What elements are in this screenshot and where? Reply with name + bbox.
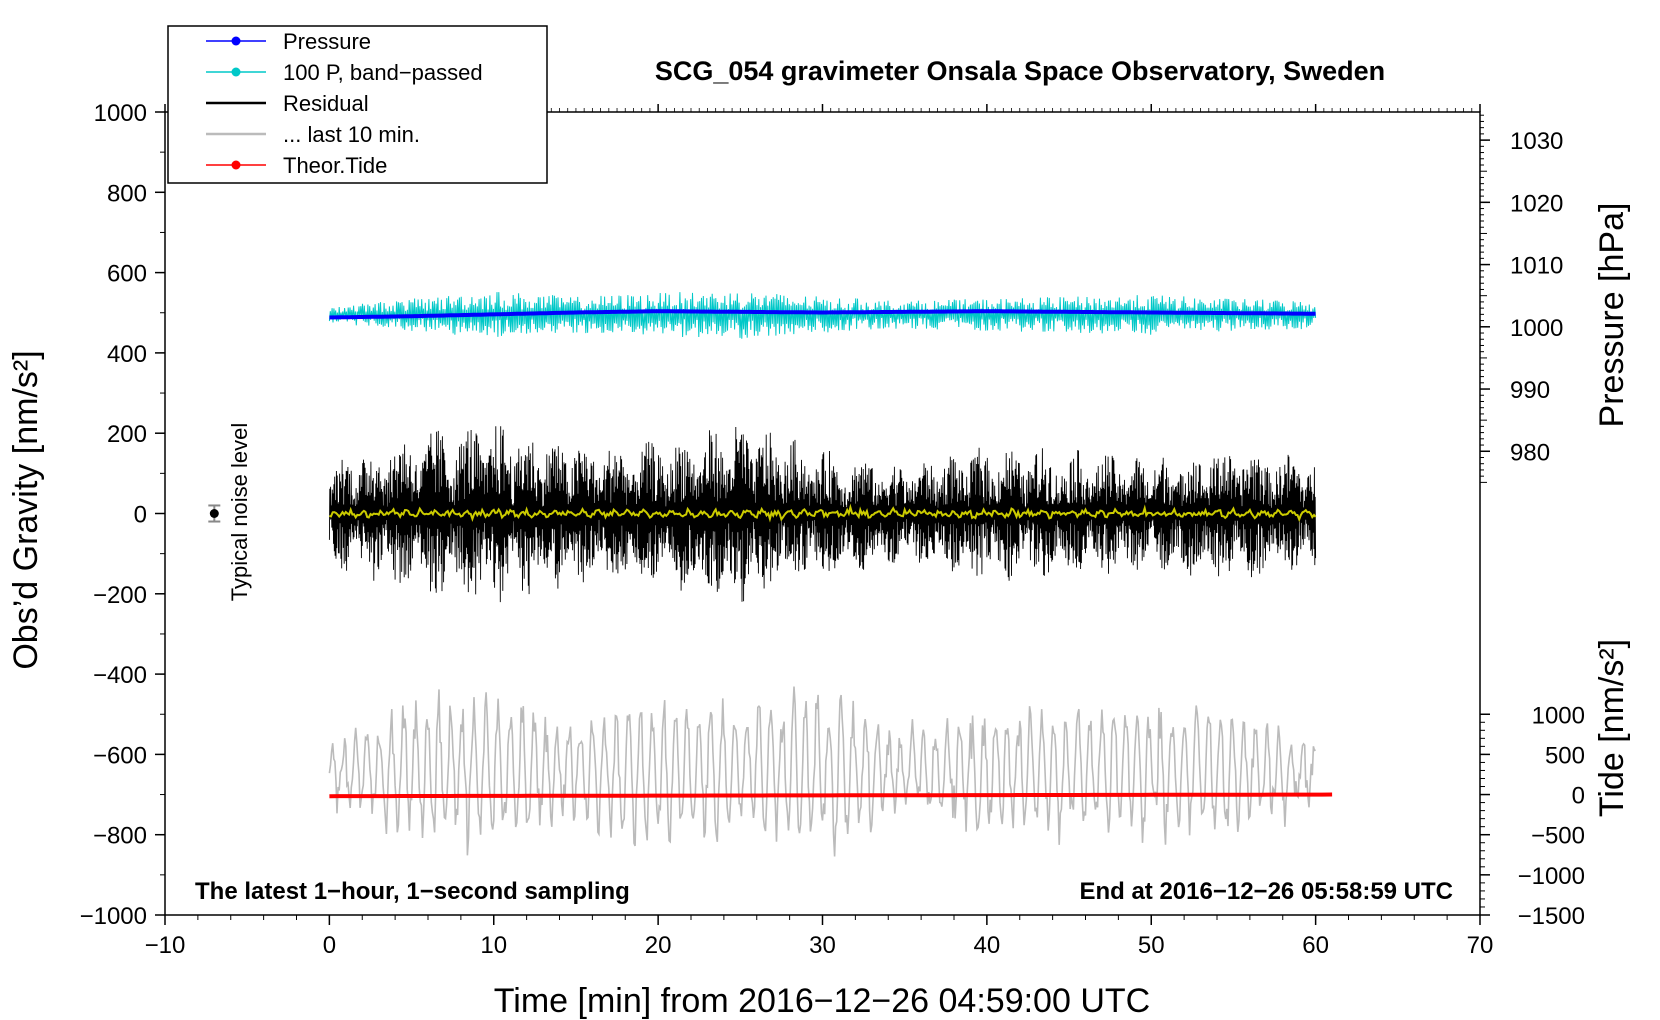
y-tick-label-left: 0 <box>134 502 147 529</box>
pressure-tick-label: 990 <box>1510 377 1550 404</box>
x-tick-label: 60 <box>1302 932 1329 959</box>
y-tick-label-left: −1000 <box>80 903 147 930</box>
y-tick-label-left: 600 <box>107 261 147 288</box>
y-tick-label-left: 400 <box>107 341 147 368</box>
legend-label: Theor.Tide <box>283 153 387 178</box>
x-tick-label: 0 <box>323 932 336 959</box>
legend-box <box>167 25 548 184</box>
series-pressure <box>329 309 1316 320</box>
y-tick-label-left: 1000 <box>94 100 147 127</box>
pressure-tick-label: 1010 <box>1510 253 1563 280</box>
x-axis-label: Time [min] from 2016−12−26 04:59:00 UTC <box>494 982 1150 1020</box>
annotation-bottom-left: The latest 1−hour, 1−second sampling <box>195 878 630 905</box>
noise-level-label: Typical noise level <box>227 423 252 602</box>
legend-marker <box>231 160 241 170</box>
pressure-tick-label: 1020 <box>1510 190 1563 217</box>
y-tick-label-left: 200 <box>107 421 147 448</box>
y-axis-label-left: Obs’d Gravity [nm/s²] <box>7 350 45 669</box>
series-last-10-min <box>328 686 1316 857</box>
x-tick-label: 30 <box>809 932 836 959</box>
pressure-tick-label: 1030 <box>1510 128 1563 155</box>
noise-marker <box>209 509 219 518</box>
chart-title: SCG_054 gravimeter Onsala Space Observat… <box>655 56 1385 86</box>
y-axis-label-pressure: Pressure [hPa] <box>1593 203 1631 428</box>
x-tick-label: 70 <box>1467 932 1494 959</box>
legend-label: Pressure <box>283 29 371 54</box>
pressure-tick-label: 980 <box>1510 439 1550 466</box>
x-tick-label: 10 <box>480 932 507 959</box>
y-tick-label-left: −200 <box>93 582 147 609</box>
series-100p-band-passed <box>328 292 1317 339</box>
y-tick-label-left: 800 <box>107 180 147 207</box>
series-residual-smoothed <box>329 503 1317 523</box>
tide-tick-label: 1000 <box>1532 702 1585 729</box>
legend-label: Residual <box>283 91 369 116</box>
y-axis-label-tide: Tide [nm/s²] <box>1593 639 1631 817</box>
y-tick-label-left: −800 <box>93 823 147 850</box>
x-tick-label: 20 <box>645 932 672 959</box>
x-tick-label: 50 <box>1138 932 1165 959</box>
y-tick-label-left: −600 <box>93 742 147 769</box>
legend-marker <box>231 67 241 77</box>
tide-tick-label: −500 <box>1531 823 1585 850</box>
tide-tick-label: −1000 <box>1518 863 1585 890</box>
legend-label: 100 P, band−passed <box>283 60 483 85</box>
legend-label: ... last 10 min. <box>283 122 420 147</box>
series-residual <box>328 426 1317 603</box>
tide-tick-label: 0 <box>1572 783 1585 810</box>
legend-marker <box>231 36 241 46</box>
x-tick-label: −10 <box>145 932 186 959</box>
annotation-bottom-right: End at 2016−12−26 05:58:59 UTC <box>1079 878 1453 905</box>
x-tick-label: 40 <box>974 932 1001 959</box>
tide-tick-label: 500 <box>1545 742 1585 769</box>
y-tick-label-left: −400 <box>93 662 147 689</box>
legend: Pressure 100 P, band−passed Residual ... la… <box>167 25 548 184</box>
tide-tick-label: −1500 <box>1518 903 1585 930</box>
pressure-tick-label: 1000 <box>1510 315 1563 342</box>
axes-layer: −10 0 10 20 30 40 50 60 7010008006004002000−200−… <box>80 100 1585 959</box>
series-layer <box>208 292 1333 857</box>
series-theor-tide <box>329 792 1333 799</box>
